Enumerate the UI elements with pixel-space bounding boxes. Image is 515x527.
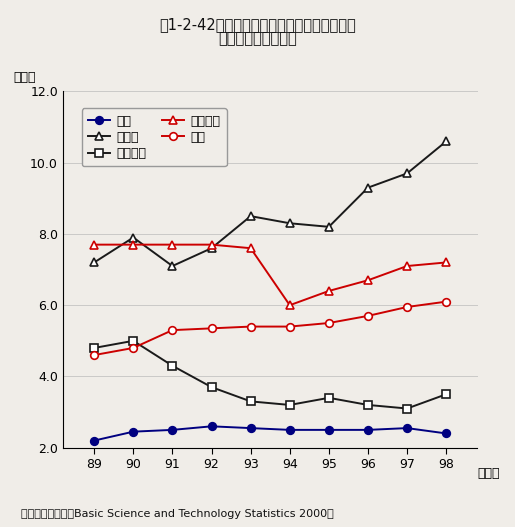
Text: （年）: （年） — [477, 467, 500, 480]
Line: イギリス: イギリス — [90, 241, 450, 309]
Line: ドイツ: ドイツ — [90, 138, 450, 270]
フランス — [287, 402, 293, 408]
フランス — [91, 345, 97, 351]
日本 — [287, 427, 293, 433]
ドイツ — [443, 138, 449, 144]
Line: フランス: フランス — [90, 337, 450, 412]
イギリス — [169, 241, 176, 248]
米国 — [130, 345, 136, 351]
Line: 日本: 日本 — [90, 423, 450, 444]
米国 — [326, 320, 332, 326]
イギリス — [365, 277, 371, 284]
米国 — [248, 324, 254, 330]
Text: 資料：ＯＥＣＤ「Basic Science and Technology Statistics 2000」: 資料：ＯＥＣＤ「Basic Science and Technology Sta… — [21, 509, 333, 519]
Text: 研究費の割合の推移: 研究費の割合の推移 — [218, 32, 297, 46]
フランス — [365, 402, 371, 408]
日本 — [404, 425, 410, 431]
ドイツ — [169, 263, 176, 269]
イギリス — [326, 288, 332, 294]
イギリス — [287, 302, 293, 308]
米国 — [169, 327, 176, 333]
米国 — [209, 325, 215, 331]
イギリス — [130, 241, 136, 248]
ドイツ — [326, 223, 332, 230]
フランス — [443, 391, 449, 397]
ドイツ — [130, 235, 136, 241]
米国 — [287, 324, 293, 330]
イギリス — [91, 241, 97, 248]
フランス — [209, 384, 215, 391]
Legend: 日本, ドイツ, フランス, イギリス, 米国: 日本, ドイツ, フランス, イギリス, 米国 — [81, 109, 227, 166]
イギリス — [248, 245, 254, 251]
日本 — [326, 427, 332, 433]
日本 — [248, 425, 254, 431]
ドイツ — [209, 245, 215, 251]
ドイツ — [248, 213, 254, 219]
日本 — [130, 428, 136, 435]
日本 — [91, 437, 97, 444]
フランス — [404, 405, 410, 412]
イギリス — [443, 259, 449, 266]
日本 — [169, 427, 176, 433]
Text: （％）: （％） — [13, 71, 36, 84]
フランス — [130, 338, 136, 344]
フランス — [326, 395, 332, 401]
日本 — [209, 423, 215, 430]
日本 — [365, 427, 371, 433]
イギリス — [404, 263, 410, 269]
フランス — [248, 398, 254, 405]
ドイツ — [287, 220, 293, 227]
Line: 米国: 米国 — [90, 298, 450, 359]
Text: 第1-2-42図　大学研究費に占める産業界負担: 第1-2-42図 大学研究費に占める産業界負担 — [159, 17, 356, 32]
米国 — [404, 304, 410, 310]
ドイツ — [365, 184, 371, 191]
米国 — [91, 352, 97, 358]
米国 — [365, 313, 371, 319]
米国 — [443, 298, 449, 305]
日本 — [443, 430, 449, 436]
ドイツ — [91, 259, 97, 266]
フランス — [169, 363, 176, 369]
イギリス — [209, 241, 215, 248]
ドイツ — [404, 170, 410, 177]
